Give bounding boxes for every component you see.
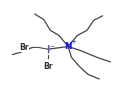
Text: −: −: [49, 43, 54, 48]
Text: Br: Br: [19, 43, 28, 52]
Text: N: N: [64, 42, 71, 51]
Text: I: I: [46, 45, 49, 54]
Text: Br: Br: [43, 62, 52, 71]
Text: +: +: [70, 39, 76, 45]
